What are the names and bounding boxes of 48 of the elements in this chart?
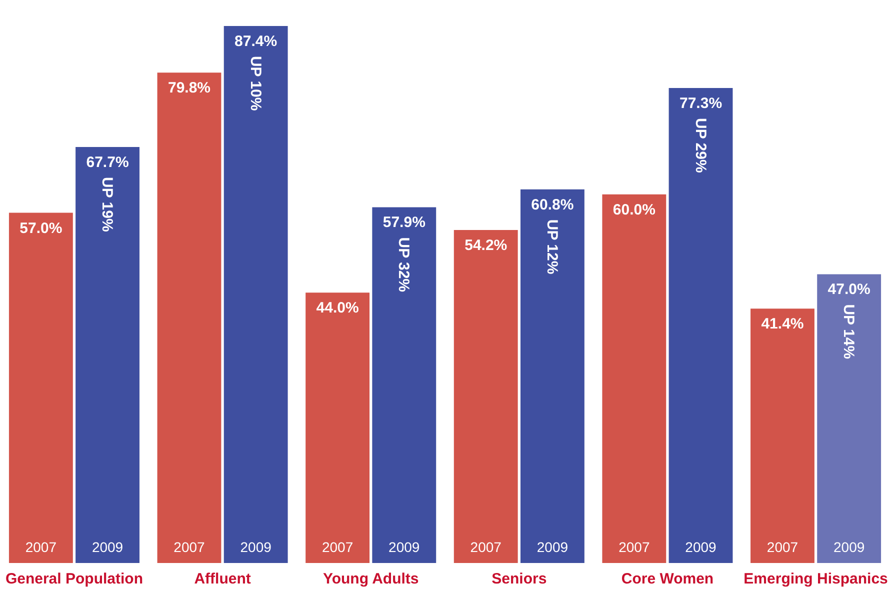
- bar: [372, 207, 436, 563]
- bar: [602, 194, 666, 563]
- text: 2007: [174, 539, 205, 555]
- x-tick-label: Seniors: [492, 570, 547, 588]
- series-label: 2007: [25, 539, 57, 555]
- annotation: UP 32%: [395, 237, 412, 292]
- data-label: 57.9%: [382, 214, 426, 232]
- data-label: 47.0%: [828, 281, 870, 298]
- text: 2007: [618, 539, 650, 555]
- bar: [157, 72, 222, 563]
- text: 2009: [685, 539, 716, 555]
- data-label: 44.0%: [316, 300, 359, 317]
- bar: [8, 212, 73, 563]
- data-label: 60.8%: [531, 196, 574, 214]
- data-label: 77.3%: [679, 95, 722, 112]
- data-label: 87.4%: [234, 32, 278, 50]
- text: 2007: [766, 539, 798, 555]
- text: 2007: [470, 539, 502, 555]
- text: 2009: [388, 539, 420, 555]
- bar: [750, 308, 814, 563]
- text: 2009: [240, 539, 272, 555]
- series-label: 2009: [92, 539, 124, 555]
- annotation: UP 14%: [840, 304, 858, 359]
- bar: [668, 88, 733, 563]
- text: 2009: [536, 539, 568, 555]
- text: 2007: [322, 539, 354, 555]
- x-tick-label: Core Women: [621, 570, 714, 588]
- x-tick-label: Emerging Hispanics: [744, 570, 888, 588]
- bar: [76, 147, 140, 563]
- annotation: UP 10%: [246, 56, 264, 111]
- bar: [306, 292, 370, 563]
- data-label: 54.2%: [464, 236, 508, 254]
- data-label: 60.0%: [612, 201, 656, 218]
- bar: [224, 26, 288, 563]
- bar: [520, 189, 584, 563]
- annotation: UP 29%: [692, 118, 709, 173]
- data-label: 57.0%: [20, 220, 62, 237]
- annotation: UP 12%: [543, 219, 560, 274]
- bar: [817, 274, 882, 563]
- bar: [454, 230, 518, 563]
- x-tick-label: Young Adults: [322, 570, 419, 588]
- x-tick-label: General Population: [5, 570, 143, 588]
- data-label: 67.7%: [86, 154, 129, 172]
- data-label: 79.8%: [168, 80, 211, 97]
- annotation: UP 19%: [98, 177, 116, 232]
- text: 2009: [833, 539, 865, 555]
- x-tick-label: Affluent: [194, 570, 251, 588]
- data-label: 41.4%: [761, 316, 804, 333]
